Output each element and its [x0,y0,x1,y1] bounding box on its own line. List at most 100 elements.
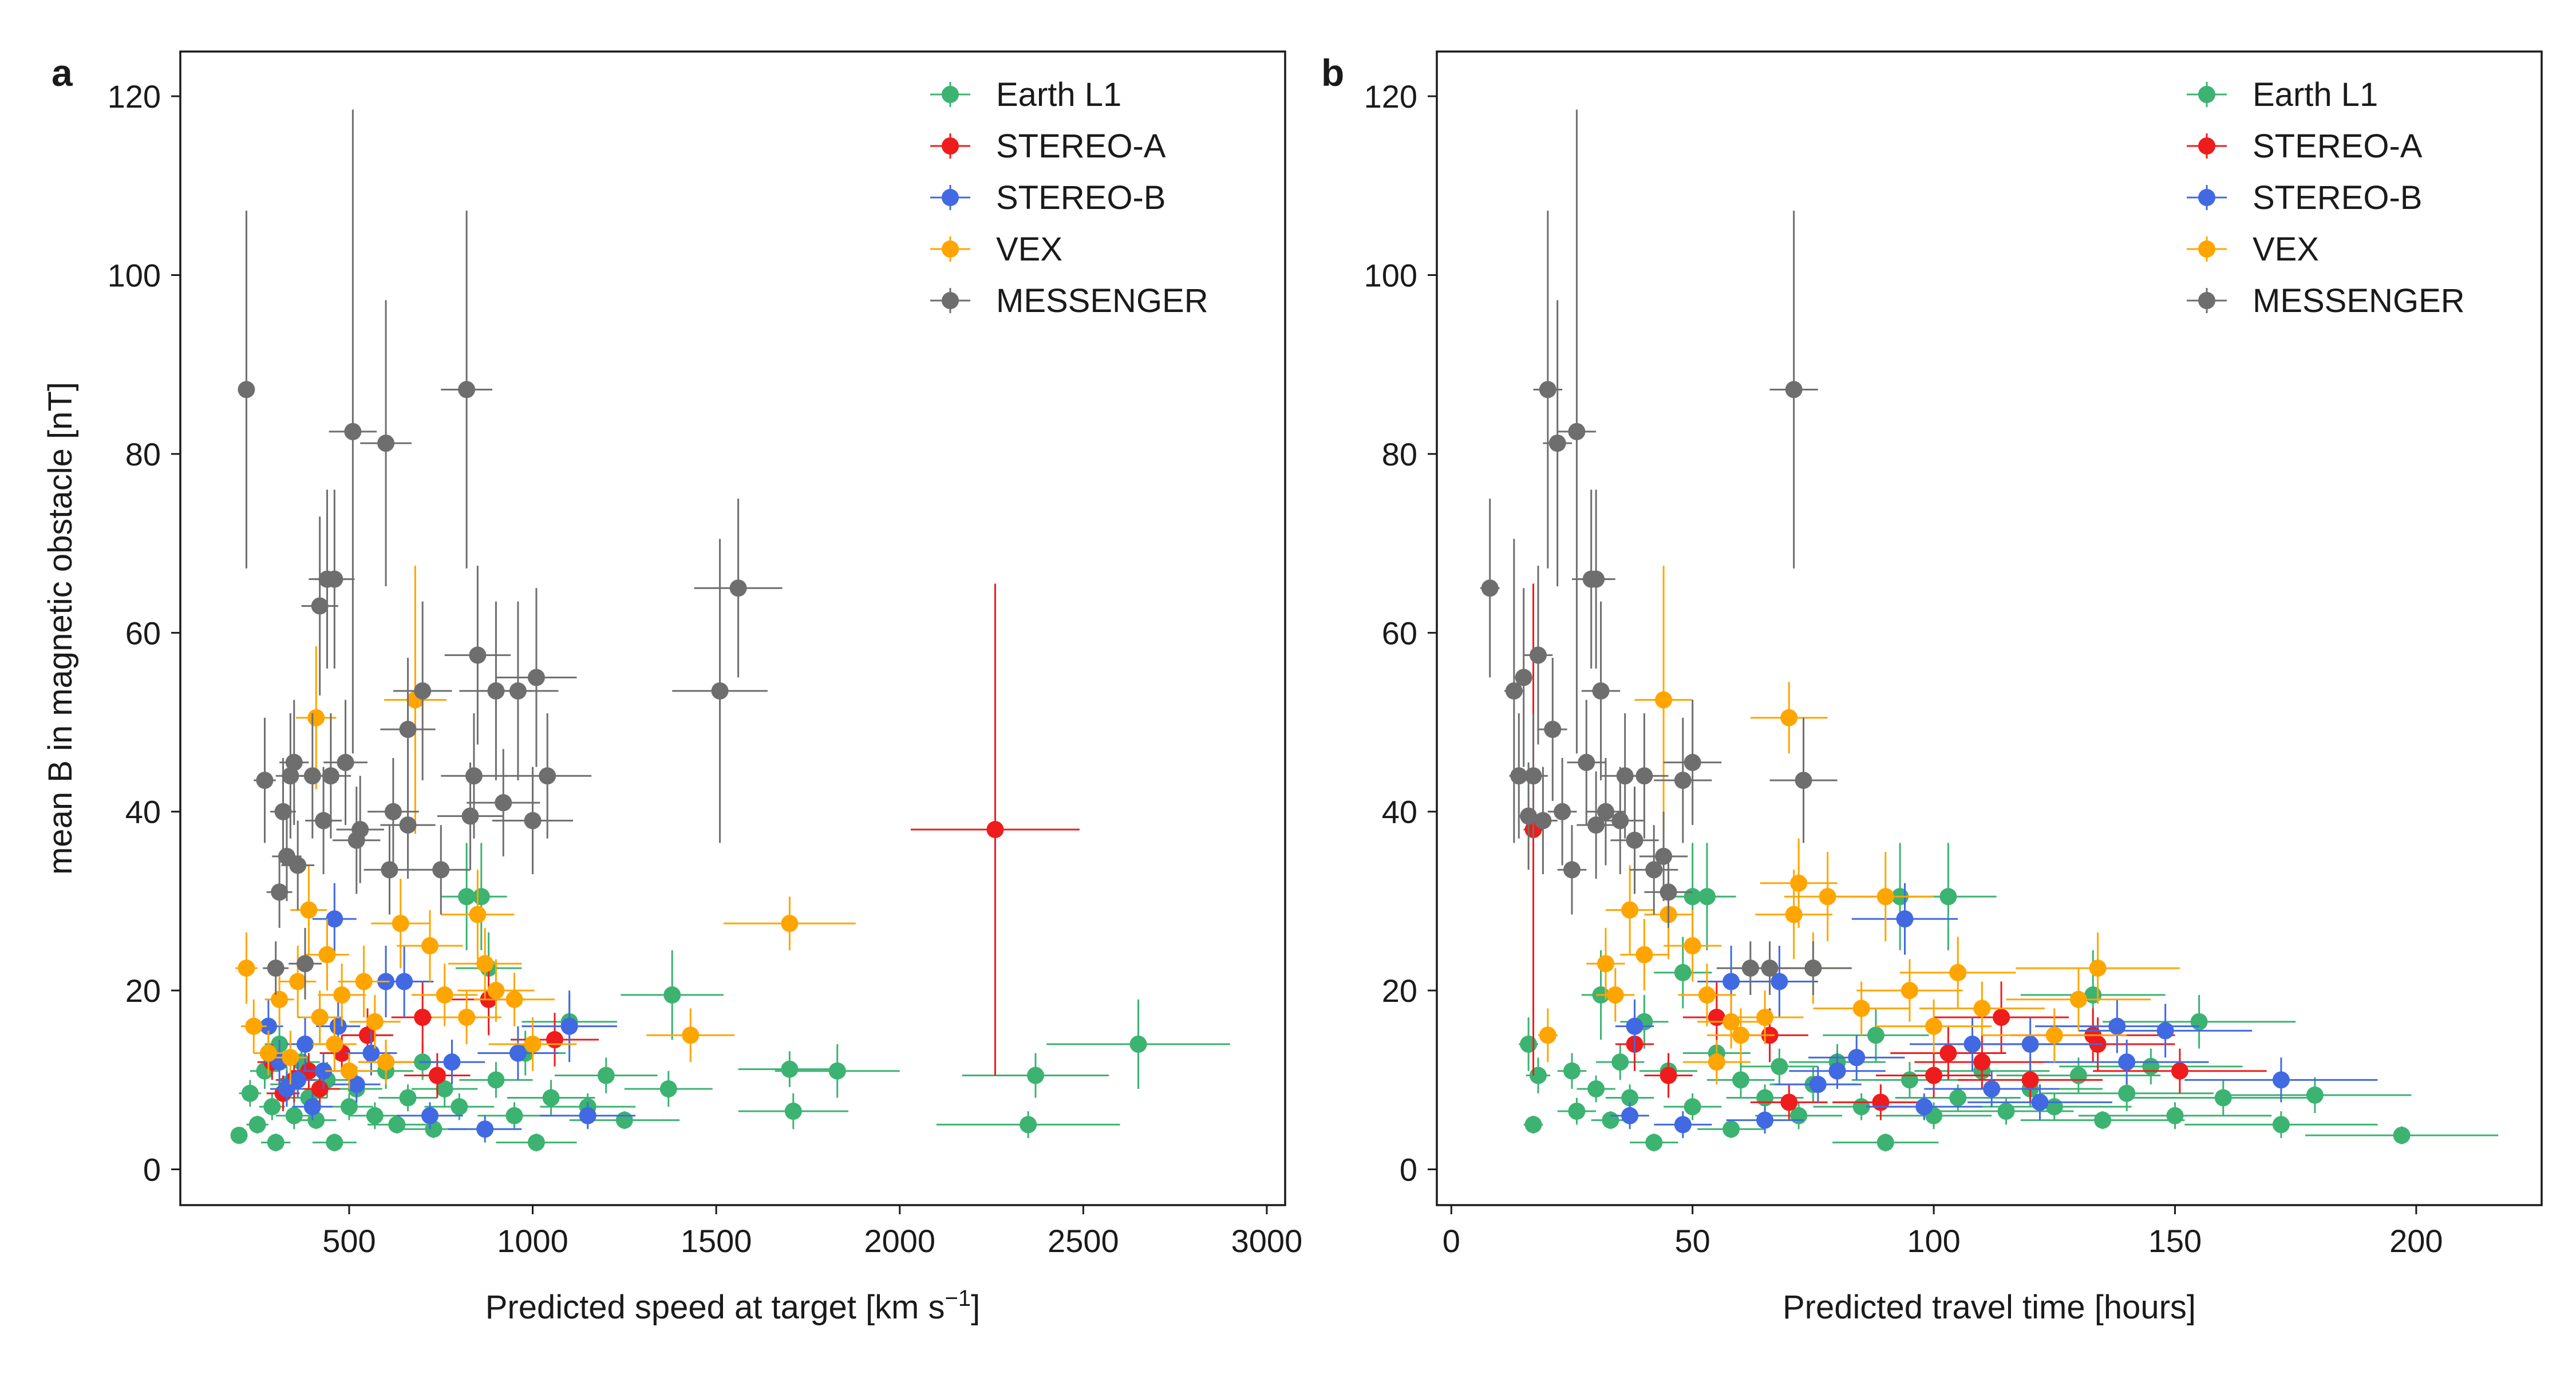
data-point [2103,994,2296,1049]
y-tick-label: 80 [125,436,161,472]
marker [458,381,476,398]
panel-letter: b [1321,52,1344,94]
data-point [418,1040,485,1085]
marker [1901,1071,1918,1089]
data-point [1967,1084,2112,1120]
marker [1939,888,1957,906]
data-point [1620,919,1669,991]
marker [1872,1093,1890,1111]
data-point [325,1093,373,1120]
marker [1756,1008,1774,1026]
data-point [254,1030,283,1076]
marker [1655,691,1673,709]
marker [1621,1089,1639,1107]
y-tick-label: 0 [143,1152,161,1188]
data-point [1919,981,2045,1036]
data-point [1577,489,1615,669]
marker [1635,946,1653,964]
x-tick-label: 200 [2389,1223,2443,1259]
legend-label: STEREO-A [996,128,1166,165]
data-point [1760,838,1838,928]
marker [271,990,289,1008]
data-point [1697,1120,1765,1138]
legend-marker [942,86,959,103]
y-tick-label: 120 [108,78,161,114]
panel-letter: a [52,52,73,94]
data-point [1557,825,1587,915]
marker [663,986,681,1004]
data-point [467,749,540,856]
data-point [477,1102,551,1130]
y-tick-label: 60 [1382,615,1417,651]
data-point [2093,1048,2267,1093]
data-point [1726,990,1804,1044]
legend-entry: VEX [930,231,1062,268]
marker [355,973,373,990]
legend-label: Earth L1 [2253,76,2378,113]
x-tick-label: 2500 [1048,1223,1119,1259]
data-point [1706,1062,1775,1098]
marker [1645,1134,1663,1151]
marker [1771,1057,1788,1075]
legend-marker [2198,189,2215,206]
data-point [1900,937,2016,1009]
marker [509,682,527,700]
data-point [301,516,338,696]
marker [1780,1093,1798,1111]
data-point [2218,1077,2412,1114]
marker [1597,955,1614,973]
panel-b: 0 50 100 150 200 0 20 40 60 80 100 120 Predicted tra… [1321,50,2543,1326]
marker [1534,812,1552,830]
data-point [1866,1093,1982,1120]
legend: Earth L1 STEREO-A STEREO-B VEX MESSENGER [2187,76,2465,319]
legend-label: STEREO-B [996,179,1166,216]
marker [326,1035,343,1053]
marker [271,883,289,901]
data-point [371,878,430,969]
marker [326,910,343,928]
marker [230,1127,248,1144]
plot-frame [179,50,1286,1206]
data-point [1543,300,1572,587]
marker [1819,888,1836,906]
data-point [521,990,618,1063]
marker [300,901,318,919]
data-point [2305,1126,2499,1144]
data-point [1958,1057,2103,1103]
data-point [318,964,366,1026]
marker [1901,982,1918,1000]
legend-entry: STEREO-B [930,179,1166,216]
marker [1621,901,1639,919]
data-point [238,211,255,568]
data-point [2020,1111,2185,1130]
marker [2272,1071,2290,1089]
data-point [1605,865,1654,955]
data-point [1586,927,1625,1000]
marker [476,955,494,973]
marker [1949,964,1967,981]
marker [1756,1111,1774,1129]
marker [238,381,255,398]
data-point [1726,1107,1804,1134]
data-point [254,717,276,843]
legend-marker [942,240,959,258]
marker [329,1017,347,1035]
marker [2021,1035,2039,1053]
marker [1020,1116,1037,1134]
data-point [292,1093,333,1120]
marker [487,982,505,1000]
marker [1129,1035,1147,1053]
marker [289,856,307,874]
data-point [1664,910,1722,982]
data-point [1610,786,1659,894]
data-point [393,601,452,781]
marker [711,682,729,700]
data-point [1774,1066,1862,1103]
marker [1524,1116,1542,1134]
data-point [1610,1102,1649,1130]
marker [1505,682,1523,700]
data-point [962,1053,1109,1098]
marker [333,986,351,1004]
marker [597,1067,615,1084]
data-point [448,1115,522,1143]
